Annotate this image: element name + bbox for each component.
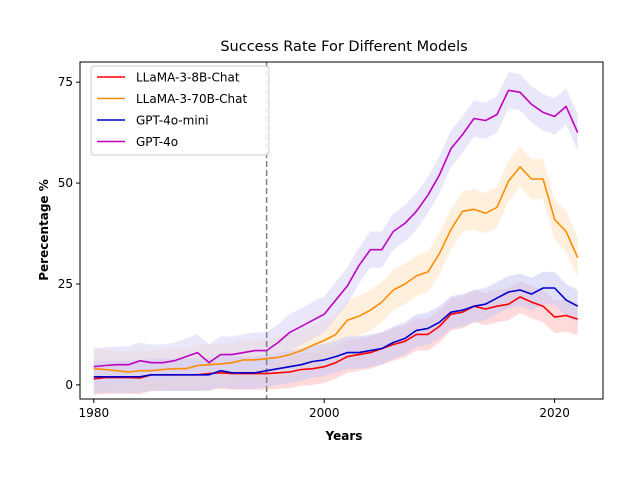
plot-area-frame [79, 61, 604, 400]
y-axis-ticks: 0 25 50 75 [58, 75, 80, 392]
y-axis-label: Perecentage % [37, 179, 51, 281]
legend-box [90, 65, 270, 156]
band-llama-3-70b-chat [93, 146, 578, 393]
y-tick-label: 50 [58, 176, 73, 190]
legend-label-gpt-4o: GPT-4o [136, 135, 178, 149]
band-gpt-4o [93, 72, 578, 385]
x-axis-ticks: 1980 2000 2020 [79, 399, 570, 420]
series-lines [93, 89, 579, 380]
y-tick-label: 25 [58, 277, 73, 291]
legend-label-gpt-4o-mini: GPT-4o-mini [136, 114, 209, 128]
chart-title: Success Rate For Different Models [220, 39, 467, 55]
series-line-gpt-4o-mini [93, 287, 579, 378]
legend-label-llama-3-70b-chat: LLaMA-3-70B-Chat [136, 92, 247, 106]
x-axis-label: Years [325, 429, 363, 443]
x-tick-label: 2020 [539, 406, 570, 420]
y-tick-label: 75 [58, 75, 73, 89]
x-tick-label: 1980 [79, 406, 110, 420]
legend-label-llama-3-8b-chat: LLaMA-3-8B-Chat [136, 71, 240, 85]
series-line-llama-3-70b-chat [93, 166, 579, 373]
series-line-gpt-4o [93, 89, 579, 368]
confidence-bands [93, 72, 578, 395]
legend: LLaMA-3-8B-Chat LLaMA-3-70B-Chat GPT-4o-mi… [90, 65, 270, 156]
x-tick-label: 2000 [309, 406, 340, 420]
y-tick-label: 0 [65, 378, 73, 392]
